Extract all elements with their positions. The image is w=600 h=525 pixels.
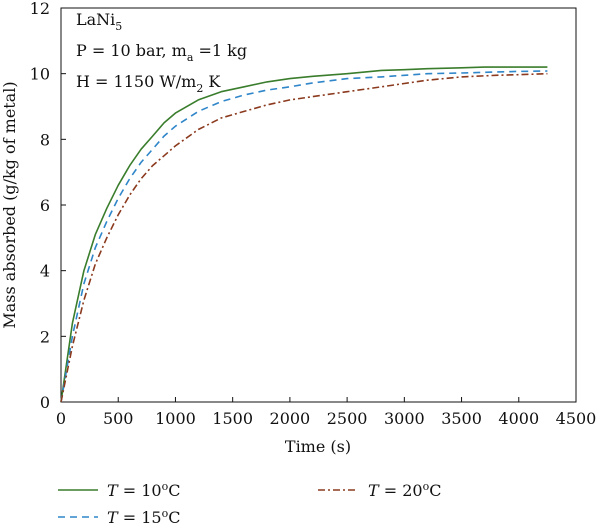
x-axis-ticks: 0 500 1000 1500 2000 2500 3000 3500 4000 4500	[56, 397, 596, 428]
annotation-material: LaNi5	[76, 10, 122, 33]
y-tick-label: 4	[40, 262, 50, 281]
y-tick-label: 8	[40, 130, 50, 149]
series-line-3	[60, 72, 548, 403]
x-tick-label: 1000	[155, 409, 196, 428]
x-axis-title: Time (s)	[285, 437, 351, 456]
series-line-1	[60, 66, 548, 403]
x-tick-label: 500	[103, 409, 134, 428]
y-tick-label: 10	[30, 65, 50, 84]
y-tick-label: 0	[40, 393, 50, 412]
x-tick-label: 1500	[212, 409, 253, 428]
x-tick-label: 3500	[441, 409, 482, 428]
y-tick-label: 6	[40, 196, 50, 215]
series-line-2	[60, 70, 548, 403]
annotation-heat-transfer: H = 1150 W/m2 K	[76, 72, 221, 95]
x-tick-label: 2500	[327, 409, 368, 428]
y-axis-title: Mass absorbed (g/kg of metal)	[0, 81, 19, 328]
y-tick-label: 2	[40, 327, 50, 346]
legend: T = 10oC T = 15oC T = 20oC	[58, 480, 441, 525]
annotation-pressure-mass: P = 10 bar, ma =1 kg	[76, 41, 247, 64]
x-tick-label: 4500	[556, 409, 597, 428]
series-layer	[60, 66, 548, 403]
x-tick-label: 0	[56, 409, 66, 428]
y-axis-ticks: 0 2 4 6 8 10 12	[30, 0, 66, 412]
legend-label-15c: T = 15oC	[107, 507, 180, 525]
x-tick-label: 2000	[270, 409, 311, 428]
x-tick-label: 4000	[498, 409, 539, 428]
legend-label-10c: T = 10oC	[107, 480, 180, 500]
legend-label-20c: T = 20oC	[368, 480, 441, 500]
x-tick-label: 3000	[384, 409, 425, 428]
y-tick-label: 12	[30, 0, 50, 18]
